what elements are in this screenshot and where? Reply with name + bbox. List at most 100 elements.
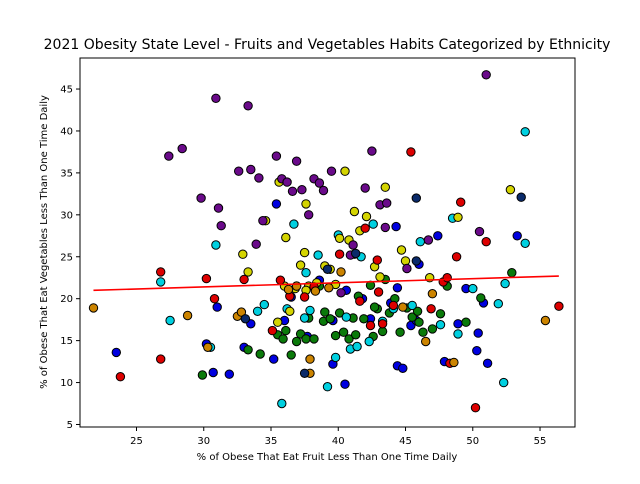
data-point — [344, 334, 354, 344]
data-point — [255, 349, 265, 359]
x-tick-label: 35 — [265, 436, 278, 447]
data-point — [406, 147, 416, 157]
data-point — [111, 347, 122, 358]
data-point — [414, 317, 424, 327]
x-tick-label: 50 — [466, 436, 479, 447]
data-point — [320, 307, 330, 317]
data-point — [295, 260, 306, 270]
data-point — [472, 346, 482, 356]
data-point — [426, 304, 436, 314]
data-point — [278, 334, 288, 344]
data-point — [213, 203, 224, 213]
data-point — [239, 274, 249, 285]
data-point — [322, 264, 333, 274]
data-point — [271, 199, 282, 209]
data-point — [341, 312, 351, 322]
data-point — [476, 293, 486, 303]
data-point — [209, 294, 220, 304]
data-point — [411, 256, 421, 266]
y-tick-label: 30 — [60, 210, 73, 221]
data-point — [435, 309, 446, 319]
y-axis-label: % of Obese That Eat Vegetables Less Than… — [39, 95, 50, 389]
data-point — [411, 193, 421, 203]
plot-frame — [79, 57, 576, 428]
data-point — [304, 210, 314, 220]
data-point — [359, 314, 369, 324]
data-point — [254, 173, 264, 183]
data-point — [395, 327, 405, 337]
data-point — [251, 239, 261, 249]
data-point — [468, 283, 478, 294]
data-point — [369, 302, 380, 312]
data-point — [310, 286, 321, 296]
data-point — [456, 197, 466, 207]
data-point — [402, 263, 412, 274]
data-point — [398, 363, 408, 373]
data-point — [299, 247, 310, 258]
data-point — [392, 283, 403, 293]
data-point — [367, 146, 377, 156]
data-point — [203, 342, 213, 352]
y-tick-label: 15 — [60, 336, 73, 347]
data-point — [165, 315, 175, 326]
data-point — [330, 352, 341, 363]
data-point — [368, 219, 378, 229]
data-point — [461, 317, 471, 327]
data-point — [88, 303, 99, 313]
data-point — [360, 183, 370, 193]
data-point — [340, 166, 350, 176]
data-point — [505, 185, 516, 195]
data-point — [305, 305, 315, 316]
x-axis: 25 30 35 40 45 50 55 — [130, 427, 546, 447]
data-point — [516, 192, 526, 202]
data-point — [283, 284, 294, 295]
data-point — [246, 164, 256, 175]
data-point — [236, 307, 247, 317]
data-point — [299, 292, 310, 302]
data-point — [435, 320, 446, 330]
data-point — [238, 249, 248, 259]
y-tick-label: 40 — [60, 126, 73, 137]
data-point — [481, 237, 491, 247]
data-point — [380, 182, 390, 192]
data-point — [224, 369, 235, 379]
data-point — [375, 272, 385, 282]
data-point — [507, 268, 517, 278]
data-point — [281, 232, 291, 243]
data-point — [482, 358, 493, 368]
data-point — [352, 341, 362, 352]
data-point — [322, 382, 333, 392]
data-point — [299, 368, 310, 378]
data-point — [252, 306, 263, 316]
data-point — [398, 302, 408, 312]
data-point — [301, 199, 311, 209]
data-point — [340, 379, 350, 389]
data-point — [361, 211, 372, 222]
data-point — [334, 233, 345, 244]
data-point — [382, 198, 392, 208]
data-point — [314, 178, 325, 188]
data-point — [259, 299, 269, 310]
x-tick-label: 55 — [534, 436, 547, 447]
data-point — [177, 143, 187, 154]
data-point — [540, 315, 551, 326]
data-point — [234, 166, 244, 176]
data-point — [243, 101, 253, 111]
data-point — [407, 300, 417, 311]
data-point — [349, 206, 360, 217]
data-point — [473, 328, 483, 338]
data-point — [269, 354, 279, 364]
data-point — [360, 223, 370, 233]
data-point — [351, 330, 361, 340]
data-point — [418, 327, 428, 337]
data-point — [554, 301, 564, 311]
data-point — [258, 216, 268, 226]
data-point — [453, 212, 463, 223]
data-point — [481, 70, 491, 80]
data-point — [299, 313, 310, 323]
data-point — [196, 193, 206, 203]
data-point — [396, 245, 407, 255]
data-point — [391, 221, 401, 232]
data-point — [520, 238, 530, 249]
